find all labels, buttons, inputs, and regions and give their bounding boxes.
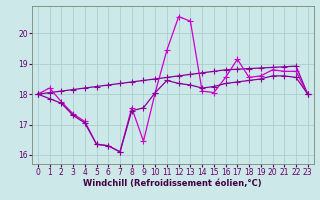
X-axis label: Windchill (Refroidissement éolien,°C): Windchill (Refroidissement éolien,°C) <box>84 179 262 188</box>
